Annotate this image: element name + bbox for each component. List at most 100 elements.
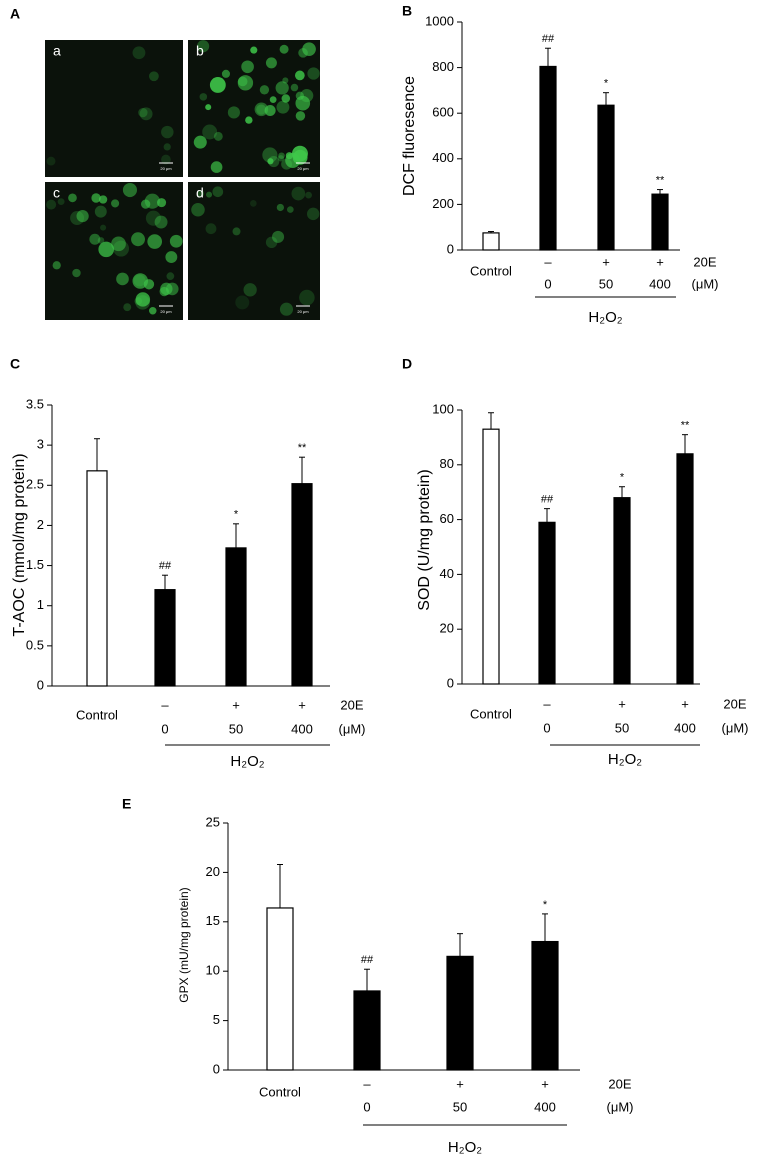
factor-label: 20E	[693, 254, 716, 269]
cell	[212, 186, 224, 198]
y-tick-label: 400	[432, 150, 454, 165]
cell	[206, 191, 213, 198]
cell	[254, 102, 269, 117]
significance: **	[298, 442, 307, 454]
significance: **	[681, 420, 690, 432]
y-tick-label: 60	[440, 511, 454, 526]
x-tick-label: Control	[470, 263, 512, 278]
x-tick-label: 0	[161, 721, 168, 736]
sign-label: –	[161, 697, 169, 712]
cell	[213, 131, 223, 141]
cell	[149, 307, 157, 315]
sign-label: +	[681, 696, 689, 711]
y-tick-label: 15	[206, 913, 220, 928]
cell	[241, 60, 254, 74]
bar	[446, 955, 474, 1071]
scale-bar-label: 20 μm	[160, 309, 172, 314]
cell	[281, 94, 291, 103]
cell	[197, 190, 205, 198]
cell	[294, 70, 305, 81]
bar	[482, 232, 500, 251]
cell	[122, 182, 138, 198]
cell	[98, 195, 108, 204]
cell	[250, 46, 258, 54]
cell	[291, 186, 306, 201]
y-tick-label: 3	[37, 437, 44, 452]
y-tick-label: 2	[37, 517, 44, 532]
x-tick-label: 400	[649, 276, 671, 291]
cell	[205, 104, 212, 111]
factor-label: 20E	[340, 697, 363, 712]
cell	[202, 124, 218, 140]
significance: ##	[361, 954, 374, 966]
cell	[265, 236, 278, 249]
sign-label: –	[543, 696, 551, 711]
bar	[266, 907, 294, 1071]
cell	[295, 95, 311, 111]
cell	[132, 46, 146, 60]
sign-label: –	[363, 1076, 371, 1091]
y-tick-label: 0	[447, 675, 454, 690]
x-tick-label: 0	[363, 1099, 370, 1114]
micrograph	[188, 182, 320, 320]
cell	[132, 273, 149, 289]
unit-label: (μM)	[692, 276, 719, 291]
cell	[210, 161, 223, 173]
x-tick-label: 400	[291, 721, 313, 736]
cell	[140, 199, 151, 209]
significance: ##	[159, 560, 172, 572]
cell	[227, 106, 240, 119]
image-label: d	[196, 185, 204, 201]
sign-label: +	[656, 254, 664, 269]
y-axis-title: SOD (U/mg protein)	[416, 469, 433, 610]
cell	[245, 116, 253, 124]
cell	[302, 42, 316, 56]
cell	[163, 143, 171, 151]
cell	[295, 111, 306, 121]
cell	[157, 198, 167, 208]
y-tick-label: 100	[432, 401, 454, 416]
cell	[262, 147, 278, 163]
cell	[269, 96, 277, 104]
cell	[123, 303, 132, 312]
x-tick-label: Control	[76, 707, 118, 722]
cell	[116, 272, 129, 286]
cell	[68, 193, 77, 203]
cell	[52, 261, 61, 270]
panel-label: D	[402, 356, 412, 372]
y-tick-label: 40	[440, 566, 454, 581]
cell	[193, 135, 207, 149]
factor-label: 20E	[723, 696, 746, 711]
cell	[278, 152, 285, 160]
bar	[225, 547, 247, 687]
cell	[159, 286, 169, 297]
cell	[199, 93, 208, 101]
cell	[232, 227, 241, 236]
y-tick-label: 5	[213, 1012, 220, 1027]
bar	[154, 589, 176, 687]
y-tick-label: 10	[206, 963, 220, 978]
bar	[531, 940, 559, 1071]
unit-label: (μM)	[607, 1099, 634, 1114]
panel-label: B	[402, 3, 412, 19]
cell	[305, 191, 312, 199]
sign-label: +	[232, 697, 240, 712]
y-tick-label: 20	[440, 621, 454, 636]
cell	[91, 193, 101, 203]
cell	[307, 67, 320, 80]
cell	[205, 223, 217, 235]
cell	[275, 81, 289, 95]
bar	[539, 65, 557, 251]
y-tick-label: 25	[206, 814, 220, 829]
y-tick-label: 20	[206, 864, 220, 879]
cell	[98, 241, 114, 258]
cell	[306, 207, 320, 221]
bar	[353, 990, 381, 1071]
panel-label: A	[10, 6, 20, 22]
significance: *	[543, 899, 548, 911]
x-tick-label: Control	[470, 706, 512, 721]
significance: *	[234, 509, 239, 521]
cell	[111, 236, 126, 252]
cell	[149, 71, 159, 82]
